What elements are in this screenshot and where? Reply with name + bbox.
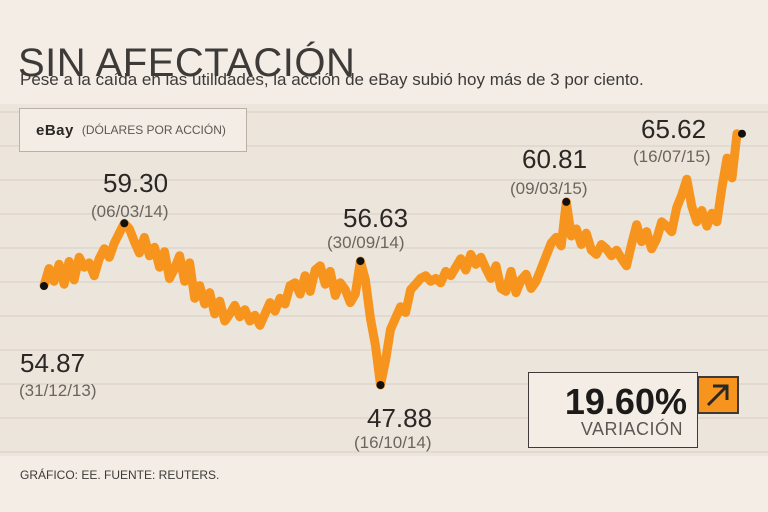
legend-unit: (DÓLARES POR ACCIÓN): [81, 123, 226, 137]
series-ebay: [39, 129, 742, 390]
legend-brand: eBay: [36, 121, 74, 139]
annotation-date: (06/03/14): [91, 202, 169, 221]
annotation-date: (16/10/14): [354, 433, 432, 452]
arrow-up-right-icon: [697, 376, 739, 414]
series-line: [39, 129, 742, 390]
annotation-value: 65.62: [641, 114, 706, 144]
variation-label: VARIACIÓN: [580, 419, 683, 439]
annotation-dot: [376, 381, 385, 389]
annotation-dot: [738, 129, 746, 138]
variation-value: 19.60%: [564, 381, 687, 422]
annotation-date: (16/07/15): [633, 147, 711, 166]
annotation-date: (30/09/14): [327, 233, 405, 252]
annotation-dot: [356, 257, 365, 266]
annotation-value: 59.30: [103, 168, 168, 198]
variation-box: 19.60% VARIACIÓN: [528, 372, 698, 448]
annotation-dot: [562, 197, 571, 206]
annotation-value: 56.63: [343, 203, 408, 233]
annotation-dot: [40, 282, 48, 290]
annotation-value: 47.88: [367, 403, 432, 433]
source-note: GRÁFICO: EE. FUENTE: REUTERS.: [20, 468, 220, 482]
annotation-date: (09/03/15): [510, 179, 588, 198]
annotation-dot: [120, 219, 129, 228]
annotation-date: (31/12/13): [19, 381, 97, 400]
legend: eBay (DÓLARES POR ACCIÓN): [19, 108, 247, 152]
page-subtitle: Pese a la caída en las utilidades, la ac…: [20, 70, 644, 89]
annotation-value: 54.87: [20, 348, 85, 378]
annotation-value: 60.81: [522, 144, 587, 174]
page-title: SIN AFECTACIÓN: [18, 40, 356, 85]
chart-annotations: 54.87 (31/12/13) 59.30 (06/03/14) 56.63(30/0…: [19, 114, 746, 452]
